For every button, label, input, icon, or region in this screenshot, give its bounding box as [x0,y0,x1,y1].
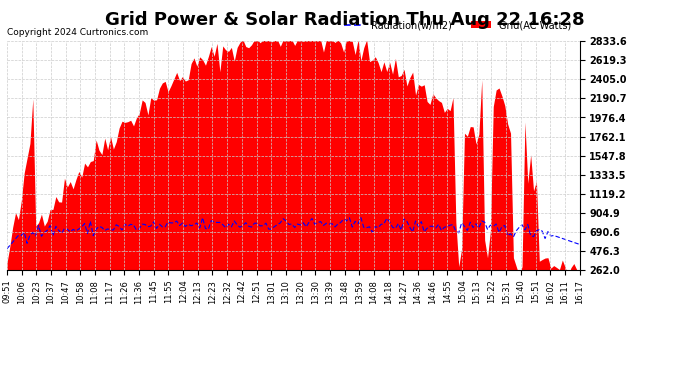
Text: Copyright 2024 Curtronics.com: Copyright 2024 Curtronics.com [7,28,148,37]
Text: Grid Power & Solar Radiation Thu Aug 22 16:28: Grid Power & Solar Radiation Thu Aug 22 … [105,11,585,29]
Legend: Radiation(w/m2), Grid(AC Watts): Radiation(w/m2), Grid(AC Watts) [340,16,575,34]
